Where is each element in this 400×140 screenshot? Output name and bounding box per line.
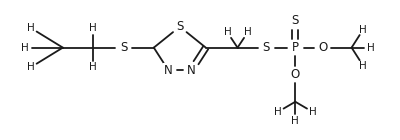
- Text: S: S: [176, 20, 184, 33]
- Text: P: P: [292, 41, 299, 54]
- Text: N: N: [187, 64, 196, 76]
- Text: H: H: [292, 116, 299, 126]
- Text: S: S: [263, 41, 270, 54]
- Text: H: H: [359, 61, 367, 71]
- Text: S: S: [120, 41, 127, 54]
- Text: H: H: [27, 62, 35, 72]
- Text: H: H: [22, 43, 29, 53]
- Text: N: N: [164, 64, 173, 76]
- Text: H: H: [224, 27, 231, 38]
- Text: H: H: [244, 27, 252, 38]
- Text: H: H: [359, 25, 367, 35]
- Text: H: H: [309, 107, 316, 117]
- Text: O: O: [318, 41, 327, 54]
- Text: H: H: [89, 62, 97, 72]
- Text: O: O: [291, 68, 300, 81]
- Text: H: H: [366, 43, 374, 53]
- Text: H: H: [274, 107, 282, 117]
- Text: S: S: [292, 14, 299, 27]
- Text: H: H: [27, 23, 35, 33]
- Text: H: H: [89, 23, 97, 33]
